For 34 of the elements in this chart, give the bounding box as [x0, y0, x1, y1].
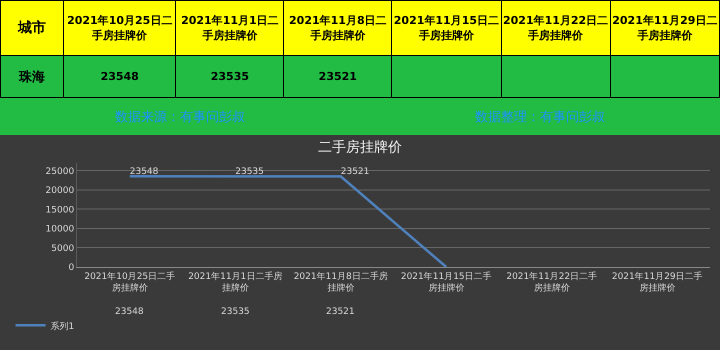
text: 23548 [100, 70, 139, 83]
y-tick-label: 0 [68, 263, 74, 274]
text: 23548 [130, 167, 158, 178]
text: 23535 [210, 70, 250, 83]
category-label: 2021年10月25日二手房挂牌价 [64, 0, 176, 56]
data-label: 23548 [115, 307, 144, 317]
y-tick-label: 15000 [46, 205, 74, 216]
x-tick-label: 2021年11月15日二手房挂牌价 [400, 270, 492, 294]
y-tick-label: 20000 [46, 186, 74, 196]
text: 23521 [340, 167, 370, 178]
x-tick-label: 2021年11月29日二手房挂牌价 [612, 270, 703, 294]
text: 数据整理：有事问彭叔 [475, 109, 605, 126]
x-tick-label: 2021年11月1日二手房挂牌价 [188, 270, 282, 294]
x-tick-label: 2021年11月8日二手房挂牌价 [294, 270, 388, 294]
data-label: 23535 [221, 307, 250, 317]
legend-label: 系列1 [50, 320, 74, 332]
category-label: 2021年11月29日二手房挂牌价 [610, 0, 720, 56]
y-tick-label: 5000 [51, 244, 74, 254]
y-tick-label: 10000 [46, 224, 74, 235]
x-tick-label: 2021年11月22日二手房挂牌价 [506, 270, 598, 294]
line-series [128, 175, 448, 267]
category-label: 2021年11月22日二手房挂牌价 [501, 0, 610, 56]
source-note: 数据来源：有事问彭叔 [115, 109, 245, 126]
text: 珠海 [0, 56, 64, 98]
text: 城市 [0, 0, 64, 56]
category-label: 2021年11月8日二手房挂牌价 [284, 0, 392, 56]
data-label: 23521 [326, 307, 355, 317]
text: 23521 [318, 70, 357, 83]
chart-title: 二手房挂牌价 [318, 139, 402, 156]
text: 23535 [235, 167, 264, 178]
y-tick-label: 25000 [46, 166, 74, 177]
x-tick-label: 2021年10月25日二手房挂牌价 [84, 270, 176, 294]
category-label: 2021年11月15日二手房挂牌价 [392, 0, 501, 56]
category-label: 2021年11月1日二手房挂牌价 [176, 0, 284, 56]
